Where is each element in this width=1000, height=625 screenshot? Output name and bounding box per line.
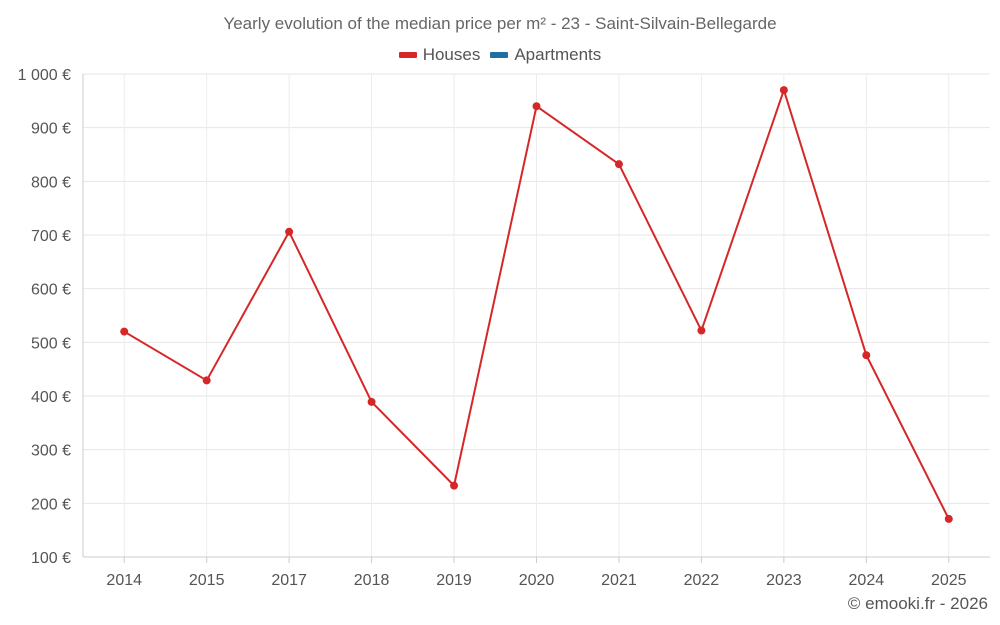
copyright-credit: © emooki.fr - 2026 — [847, 594, 988, 613]
x-tick-label: 2021 — [601, 572, 637, 589]
y-tick-label: 100 € — [31, 550, 71, 567]
y-tick-label: 500 € — [31, 335, 71, 352]
y-tick-label: 900 € — [31, 121, 71, 138]
y-tick-label: 400 € — [31, 389, 71, 406]
data-point-houses-2019 — [450, 481, 459, 490]
data-point-houses-2023 — [779, 86, 788, 95]
chart-legend: Houses Apartments — [0, 45, 1000, 65]
x-tick-label: 2023 — [766, 572, 802, 589]
data-point-houses-2022 — [697, 326, 706, 335]
data-point-houses-2014 — [120, 327, 129, 336]
y-tick-label: 200 € — [31, 496, 71, 513]
data-point-houses-2017 — [285, 227, 294, 236]
data-point-houses-2015 — [202, 376, 211, 385]
data-point-houses-2020 — [532, 102, 541, 111]
x-tick-label: 2018 — [354, 572, 390, 589]
data-point-houses-2018 — [367, 397, 376, 406]
legend-item-apartments[interactable]: Apartments — [490, 45, 601, 65]
x-tick-label: 2024 — [849, 572, 885, 589]
legend-label-houses: Houses — [422, 45, 481, 64]
legend-swatch-apartments — [490, 52, 509, 58]
chart-title: Yearly evolution of the median price per… — [223, 14, 777, 33]
y-tick-label: 600 € — [31, 282, 71, 299]
legend-swatch-houses — [398, 52, 417, 58]
x-tick-label: 2019 — [436, 572, 472, 589]
y-tick-label: 1 000 € — [18, 67, 71, 84]
x-tick-label: 2015 — [189, 572, 225, 589]
x-tick-label: 2022 — [684, 572, 720, 589]
y-tick-label: 700 € — [31, 228, 71, 245]
legend-item-houses[interactable]: Houses — [398, 45, 481, 65]
x-tick-label: 2014 — [106, 572, 142, 589]
legend-label-apartments: Apartments — [514, 45, 602, 64]
data-point-houses-2025 — [944, 514, 953, 523]
y-tick-label: 300 € — [31, 443, 71, 460]
y-tick-label: 800 € — [31, 174, 71, 191]
x-tick-label: 2025 — [931, 572, 967, 589]
data-point-houses-2024 — [862, 351, 871, 360]
data-point-houses-2021 — [614, 160, 623, 169]
x-tick-label: 2017 — [271, 572, 307, 589]
x-tick-label: 2020 — [519, 572, 555, 589]
